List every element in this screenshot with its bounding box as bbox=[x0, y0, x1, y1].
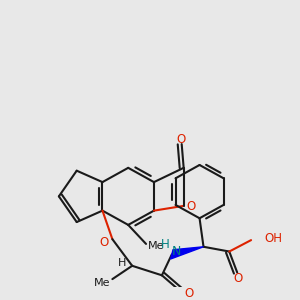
Text: O: O bbox=[100, 236, 109, 248]
Text: O: O bbox=[186, 200, 195, 213]
Text: H: H bbox=[160, 238, 169, 251]
Text: Me: Me bbox=[94, 278, 111, 288]
Text: O: O bbox=[234, 272, 243, 285]
Text: OH: OH bbox=[264, 232, 282, 245]
Polygon shape bbox=[171, 247, 203, 259]
Text: N: N bbox=[172, 245, 182, 258]
Text: O: O bbox=[184, 287, 193, 300]
Text: H: H bbox=[118, 258, 127, 268]
Text: O: O bbox=[176, 133, 185, 146]
Text: Me: Me bbox=[148, 241, 164, 251]
